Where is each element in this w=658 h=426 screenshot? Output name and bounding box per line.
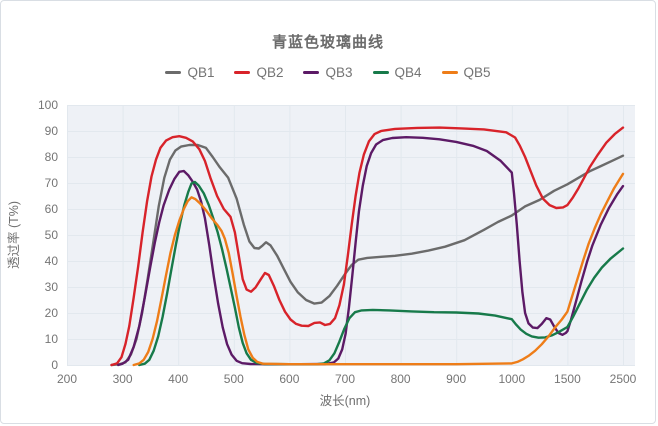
y-tick-label: 40	[45, 254, 59, 268]
legend-item-QB1[interactable]: QB1	[165, 65, 214, 80]
y-tick-label: 60	[45, 202, 59, 216]
legend: QB1 QB2 QB3 QB4 QB5	[1, 65, 655, 80]
x-tick-label: 2500	[610, 372, 637, 386]
y-tick-label: 100	[38, 98, 58, 112]
series-line-QB2	[110, 126, 625, 367]
y-tick-label: 10	[45, 332, 59, 346]
legend-label: QB2	[256, 65, 284, 80]
y-axis-title: 透过率 (T%)	[6, 201, 21, 269]
y-tick-label: 70	[45, 176, 59, 190]
x-tick-label: 1000	[498, 372, 525, 386]
y-tick-label: 90	[45, 124, 59, 138]
x-tick-label: 800	[391, 372, 411, 386]
legend-item-QB3[interactable]: QB3	[303, 65, 353, 80]
y-tick-label: 50	[45, 228, 59, 242]
x-axis-title: 波长(nm)	[320, 394, 371, 408]
legend-swatch-QB5	[441, 71, 458, 74]
x-tick-label: 400	[168, 372, 188, 386]
legend-label: QB5	[463, 65, 491, 80]
series-line-QB5	[132, 172, 625, 367]
legend-swatch-QB4	[372, 71, 389, 74]
x-tick-label: 1500	[554, 372, 581, 386]
y-tick-label: 30	[45, 280, 59, 294]
legend-label: QB4	[394, 65, 422, 80]
legend-swatch-QB2	[234, 71, 251, 74]
legend-swatch-QB1	[165, 71, 182, 74]
legend-item-QB5[interactable]: QB5	[441, 65, 491, 80]
x-tick-label: 200	[57, 372, 77, 386]
legend-item-QB4[interactable]: QB4	[372, 65, 422, 80]
y-axis-tick-labels: 0 10 20 30 40 50 60 70 80 90 100	[38, 98, 58, 372]
legend-label: QB1	[187, 65, 215, 80]
y-tick-label: 0	[51, 358, 58, 372]
series-line-QB1	[110, 143, 625, 367]
y-tick-label: 20	[45, 306, 59, 320]
x-tick-label: 300	[113, 372, 133, 386]
x-tick-label: 600	[279, 372, 299, 386]
legend-swatch-QB3	[303, 71, 320, 74]
legend-label: QB3	[325, 65, 353, 80]
legend-item-QB2[interactable]: QB2	[234, 65, 283, 80]
y-tick-label: 80	[45, 150, 59, 164]
chart-title: 青蓝色玻璃曲线	[271, 34, 384, 51]
x-axis-tick-labels: 200 300 400 500 600 700 800 900 1000 1500 2500	[57, 372, 637, 386]
x-tick-label: 900	[446, 372, 466, 386]
x-tick-label: 700	[335, 372, 355, 386]
x-tick-label: 500	[224, 372, 244, 386]
